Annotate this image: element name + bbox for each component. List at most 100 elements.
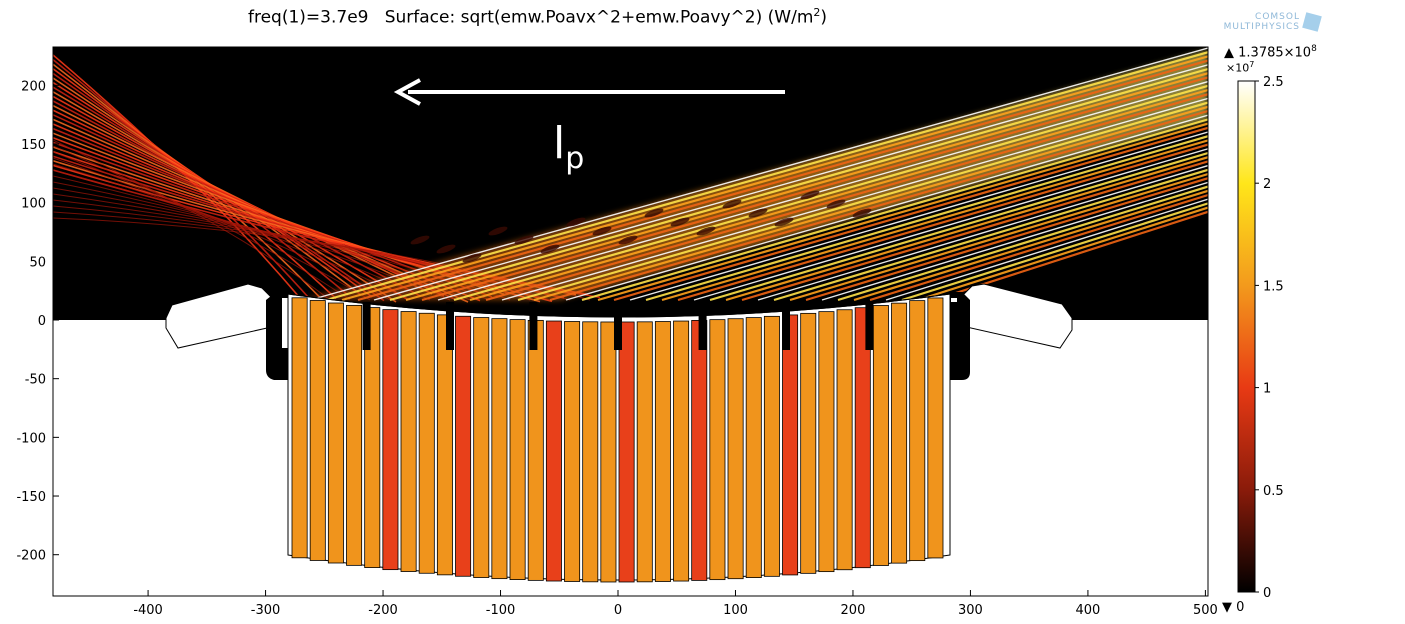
beam-ray (341, 55, 1208, 302)
absorber-bar (654, 321, 671, 582)
interference-spot (696, 226, 716, 236)
colorbar-max-exp: 8 (1311, 44, 1317, 54)
absorber-bar (782, 314, 799, 576)
y-tick-label: 50 (29, 255, 46, 270)
absorber-bar (636, 321, 653, 583)
absorber-bar (891, 302, 908, 564)
interference-spot (566, 217, 586, 227)
colorbar-tick-label: 2.5 (1263, 75, 1284, 90)
title-surface: Surface: sqrt(emw.Poavx^2+emw.Poavy^2) (… (384, 7, 814, 28)
y-axis: 200 150 100 50 0 -50 -100 -150 -200 (16, 79, 59, 564)
logo-line2: MULTIPHYSICS (1223, 22, 1300, 32)
x-tick-label: -100 (486, 603, 516, 618)
y-tick-label: 100 (21, 197, 46, 212)
beam-ray (741, 160, 1208, 302)
colorbar-tick-label: 1.5 (1263, 279, 1284, 294)
colorbar-max-value: 1.3785×10 (1238, 45, 1312, 61)
absorber-bar (600, 321, 617, 583)
colorbar-tick-label: 0 (1263, 586, 1271, 601)
colorbar-min-value: 0 (1236, 600, 1245, 615)
absorber-bar (872, 305, 889, 566)
beam-ray (837, 185, 1208, 302)
absorber-tooth (614, 302, 622, 350)
absorber-bar (836, 309, 853, 571)
beam-ray (437, 80, 1208, 301)
right-cap (961, 283, 1073, 349)
beam-ray (357, 59, 1208, 302)
beam-ray (517, 101, 1208, 302)
x-axis: -400 -300 -200 -100 0 100 200 300 400 500 (133, 590, 1218, 618)
beam-ray (757, 164, 1208, 301)
absorber-bar (309, 300, 326, 561)
absorber-bar (291, 297, 308, 559)
absorber-tooth (698, 302, 707, 350)
absorber-tooth (949, 302, 958, 350)
logo-line1: COMSOL (1255, 12, 1300, 22)
beam-ray (421, 76, 1208, 302)
absorber-bar (763, 315, 780, 577)
beam-ray (581, 118, 1208, 302)
beam-ray (309, 47, 1208, 301)
interference-spot (644, 208, 664, 218)
absorber-teeth (362, 302, 958, 350)
y-tick-label: 0 (38, 314, 46, 329)
beam-ray (869, 193, 1208, 302)
absorber-tooth (446, 302, 455, 350)
x-tick-label: -300 (251, 603, 281, 618)
absorber-bar (564, 321, 581, 582)
absorber-bar (800, 312, 817, 574)
absorber-bar (346, 304, 363, 566)
beam-ray (677, 143, 1208, 302)
beam-ray (453, 84, 1208, 302)
interference-spot (774, 217, 794, 227)
x-tick-label: 200 (841, 603, 866, 618)
absorber-bar (491, 318, 508, 580)
arrow-head (393, 78, 421, 106)
comsol-logo: COMSOL MULTIPHYSICS (1196, 12, 1322, 40)
beam-ray (597, 122, 1208, 302)
absorber-bar (909, 300, 926, 562)
interference-spot (852, 208, 872, 218)
interference-spot (670, 217, 690, 227)
beam-ray (709, 151, 1208, 302)
beam-ray (693, 148, 1208, 301)
absorber-bar (455, 315, 472, 577)
beam-ray (389, 67, 1208, 302)
colorbar-multiplier: ×107 (1226, 60, 1254, 75)
x-tick-label: 400 (1076, 603, 1101, 618)
absorber-bar (727, 318, 744, 580)
absorber-bar (382, 309, 399, 571)
beam-ray (853, 189, 1208, 302)
absorber-bar (473, 317, 490, 578)
x-tick-label: 500 (1193, 603, 1218, 618)
interference-spot (462, 253, 482, 263)
absorber-bar (927, 297, 944, 559)
colorbar-multiplier-exp: 7 (1249, 60, 1255, 69)
interference-spot (722, 199, 742, 209)
beam-ray (533, 105, 1208, 302)
x-tick-label: 300 (958, 603, 983, 618)
logo-cube-icon (1302, 12, 1322, 32)
x-tick-label: -400 (133, 603, 163, 618)
absorber-bar (364, 307, 381, 568)
plot-frame (52, 46, 1209, 597)
absorber-bar (418, 312, 435, 574)
beam-ray (501, 97, 1208, 301)
interference-spot (826, 199, 846, 209)
y-tick-label: -100 (16, 431, 46, 446)
title-close: ) (820, 7, 828, 28)
absorber-bar (436, 314, 453, 576)
title-sup: 2 (813, 6, 821, 19)
annotation-sub: p (565, 140, 585, 176)
interference-spot (540, 244, 560, 254)
absorber-bar (545, 320, 562, 582)
beam-ray (373, 64, 1208, 301)
annotation-main: l (553, 118, 566, 169)
absorber-tooth (529, 302, 538, 350)
absorber-bar (582, 321, 599, 583)
absorber-surface (287, 293, 951, 318)
absorber-tooth (362, 302, 371, 350)
y-tick-label: 200 (21, 79, 46, 94)
